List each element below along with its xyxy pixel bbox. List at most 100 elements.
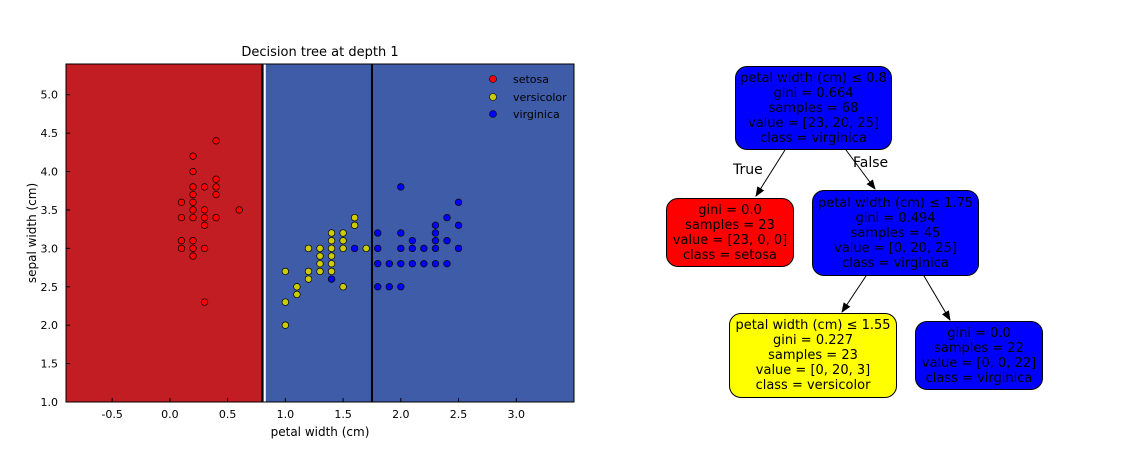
x-tick-label: -0.5 [101,408,122,421]
point-setosa [177,198,186,206]
edge-right-left [841,275,867,313]
point-virginica [374,229,382,237]
point-versicolor [316,244,324,253]
point-setosa [189,237,197,245]
point-setosa [189,190,197,199]
legend-marker-virginica [489,110,497,118]
node-line: gini = 0.0 [947,325,1011,341]
point-virginica [431,244,440,253]
node-line: class = virginica [925,370,1033,386]
point-versicolor [350,213,359,222]
point-virginica [397,229,405,237]
point-versicolor [339,244,347,253]
point-virginica [397,244,405,253]
point-virginica [443,237,451,245]
point-versicolor [339,283,347,291]
point-virginica [431,221,440,229]
node-line: class = virginica [760,130,867,146]
tree-node-root: petal width (cm) ≤ 0.8 gini = 0.664 sample… [735,66,892,150]
x-tick-label: 3.0 [508,408,526,421]
point-setosa [200,183,209,191]
point-setosa [177,237,186,245]
node-line: samples = 22 [934,340,1024,356]
x-tick-label: 2.5 [450,408,468,421]
data-points [177,137,463,329]
legend-marker-setosa [489,75,497,83]
point-setosa [189,183,197,191]
y-tick-label: 2.0 [41,319,59,332]
point-setosa [200,244,209,253]
point-versicolor [362,244,370,253]
legend-label-setosa: setosa [513,73,549,86]
y-tick-label: 5.0 [41,89,59,102]
point-setosa [212,213,220,222]
tree-node-setosa-leaf: gini = 0.0 samples = 23 value = [23, 0, 0]… [666,198,794,267]
decision-regions [66,64,574,402]
node-line: gini = 0.664 [773,85,854,101]
region-setosa [66,64,263,402]
node-line: class = setosa [683,247,777,263]
point-virginica [454,221,463,229]
point-setosa [189,167,197,176]
point-virginica [431,260,440,268]
edge-label-true: True [733,162,763,178]
point-virginica [454,244,463,253]
point-virginica [397,283,405,291]
node-line: gini = 0.227 [772,333,854,348]
point-versicolor [339,237,347,245]
point-versicolor [293,283,301,291]
point-setosa [177,213,186,222]
point-virginica [454,198,463,206]
point-setosa [212,190,220,199]
point-virginica [397,260,405,268]
point-virginica [431,237,440,245]
point-versicolor [304,275,313,283]
point-versicolor [327,237,336,245]
point-setosa [189,198,197,206]
chart-title: Decision tree at depth 1 [241,45,398,60]
y-axis-label: sepal width (cm) [25,183,39,283]
y-tick-label: 4.0 [41,166,59,179]
point-versicolor [304,267,313,276]
point-versicolor [316,267,324,276]
point-versicolor [327,267,336,276]
node-line: value = [0, 20, 3] [755,363,871,378]
x-axis-ticks: -0.5 0.0 0.5 1.0 1.5 2.0 2.5 3.0 [101,398,525,421]
point-setosa [189,213,197,222]
point-virginica [443,260,451,268]
x-axis-label: petal width (cm) [271,425,370,439]
point-versicolor [316,260,324,268]
edge-root-left [755,149,786,197]
point-virginica [408,237,417,245]
node-line: petal width (cm) ≤ 0.8 [740,70,887,86]
point-setosa [235,206,243,214]
point-versicolor [327,244,336,253]
y-tick-label: 1.5 [41,358,59,371]
point-versicolor [327,229,336,237]
point-virginica [431,229,440,237]
point-virginica [385,283,393,291]
legend-label-virginica: virginica [513,108,560,121]
point-versicolor [339,229,347,237]
node-line: value = [23, 0, 0] [672,232,788,248]
point-setosa [200,206,209,214]
point-setosa [212,137,220,145]
plot-frame [65,63,575,403]
legend-label-versicolor: versicolor [513,91,567,104]
point-setosa [200,298,209,306]
point-setosa [177,244,186,253]
point-versicolor [316,252,324,260]
threshold-lines [261,64,373,402]
point-setosa [189,206,197,214]
node-line: value = [0, 0, 22] [921,355,1037,371]
point-virginica [443,213,451,222]
node-line: samples = 23 [768,348,858,363]
point-versicolor [327,260,336,268]
point-virginica [408,244,417,253]
point-virginica [420,260,428,268]
x-tick-label: 2.0 [392,408,410,421]
node-line: samples = 68 [768,100,859,116]
point-versicolor [281,267,290,276]
point-versicolor [281,298,290,306]
